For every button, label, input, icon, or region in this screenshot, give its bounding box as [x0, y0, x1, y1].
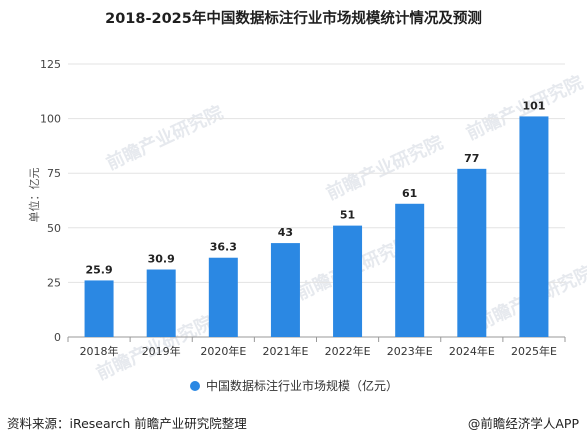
bar [84, 280, 114, 337]
x-tick-label: 2022年E [325, 344, 371, 358]
bar [333, 225, 363, 337]
watermark-logo: 前瞻产业研究院 [323, 131, 446, 204]
y-tick-label: 125 [40, 58, 61, 71]
y-tick-label: 25 [47, 276, 61, 289]
y-tick-label: 0 [54, 331, 61, 344]
brand-credit: @前瞻经济学人APP [467, 416, 579, 431]
bar [519, 116, 549, 337]
y-tick-label: 75 [47, 167, 61, 180]
watermark-logo: 前瞻产业研究院 [103, 101, 226, 174]
x-tick-label: 2020年E [200, 344, 246, 358]
data-label: 25.9 [85, 263, 112, 276]
x-tick-label: 2018年 [80, 344, 119, 358]
bar [457, 168, 487, 337]
data-label: 43 [278, 226, 293, 239]
data-label: 77 [464, 152, 479, 165]
source-note: 资料来源：iResearch 前瞻产业研究院整理 [7, 416, 247, 431]
data-label: 101 [522, 99, 545, 112]
data-label: 51 [340, 209, 355, 222]
chart-title: 2018-2025年中国数据标注行业市场规模统计情况及预测 [105, 11, 482, 27]
x-tick-label: 2025年E [511, 344, 557, 358]
legend-swatch [190, 380, 200, 391]
x-tick-label: 2023年E [387, 344, 433, 358]
data-label: 30.9 [148, 253, 175, 266]
x-tick-label: 2021年E [262, 344, 308, 358]
y-tick-label: 50 [47, 222, 61, 235]
legend-label: 中国数据标注行业市场规模（亿元） [206, 379, 399, 393]
data-label: 36.3 [210, 241, 237, 254]
x-tick-label: 2019年 [142, 344, 181, 358]
bar [270, 243, 300, 337]
data-label: 61 [402, 187, 417, 200]
x-tick-label: 2024年E [449, 344, 495, 358]
bar [146, 269, 176, 337]
bar [395, 203, 425, 337]
y-tick-label: 100 [40, 113, 61, 126]
legend: 中国数据标注行业市场规模（亿元） [190, 377, 398, 394]
bar [208, 257, 238, 337]
